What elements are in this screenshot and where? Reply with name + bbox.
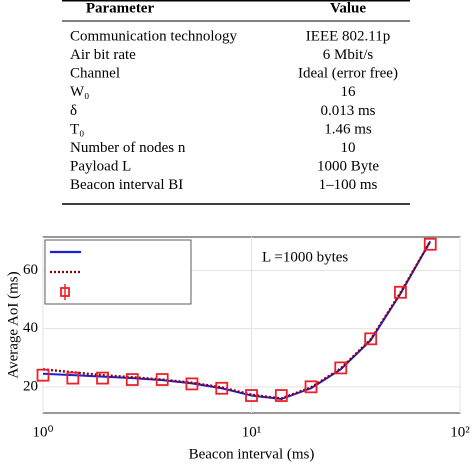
x-tick-label: 10⁰ — [32, 424, 53, 440]
table-cell: Communication technology — [70, 28, 238, 44]
y-axis-label: Average AoI (ms) — [5, 271, 21, 378]
legend-swatch — [60, 287, 70, 297]
y-tick-label: 60 — [23, 262, 38, 278]
sim-point — [215, 381, 229, 395]
sim-point — [96, 371, 109, 385]
table-cell: Ideal (error free) — [298, 66, 398, 82]
x-axis-label: Beacon interval (ms) — [189, 446, 315, 462]
table-header: Value — [330, 0, 366, 16]
sim-point — [155, 373, 169, 386]
sim-point — [36, 368, 50, 382]
table-cell: 10 — [341, 140, 356, 156]
table-cell: 0.013 ms — [320, 103, 375, 119]
table-cell: 1000 Byte — [317, 159, 379, 175]
sim-point — [394, 285, 407, 299]
sim-point — [423, 237, 437, 251]
x-tick-label: 10¹ — [242, 424, 262, 440]
sim-point — [125, 373, 139, 386]
sim-point — [66, 371, 80, 385]
table-cell: δ — [70, 103, 77, 119]
table-cell: Air bit rate — [70, 47, 136, 63]
y-tick-label: 40 — [23, 320, 38, 336]
table-cell: Number of nodes n — [70, 140, 186, 156]
table-cell: Beacon interval BI — [70, 177, 183, 193]
annotation: L =1000 bytes — [262, 249, 348, 265]
y-tick-label: 20 — [23, 378, 38, 394]
table-cell: 1–100 ms — [319, 177, 378, 193]
sim-point — [304, 380, 318, 394]
table-cell: W₀ — [70, 84, 89, 100]
table-cell: IEEE 802.11p — [306, 28, 390, 44]
x-tick-label: 10² — [450, 424, 470, 440]
sim-point — [274, 389, 288, 402]
table-cell: 16 — [341, 84, 357, 100]
table-cell: 6 Mbit/s — [323, 47, 374, 63]
table-header: Parameter — [86, 0, 155, 16]
sim-point — [364, 332, 378, 346]
table-cell: Payload L — [70, 159, 131, 175]
sim-point — [185, 377, 199, 391]
sim-point — [245, 389, 258, 402]
table-cell: Channel — [70, 66, 120, 82]
sim-point — [334, 361, 348, 375]
table-cell: 1.46 ms — [324, 121, 372, 137]
table-cell: T₀ — [70, 121, 84, 137]
